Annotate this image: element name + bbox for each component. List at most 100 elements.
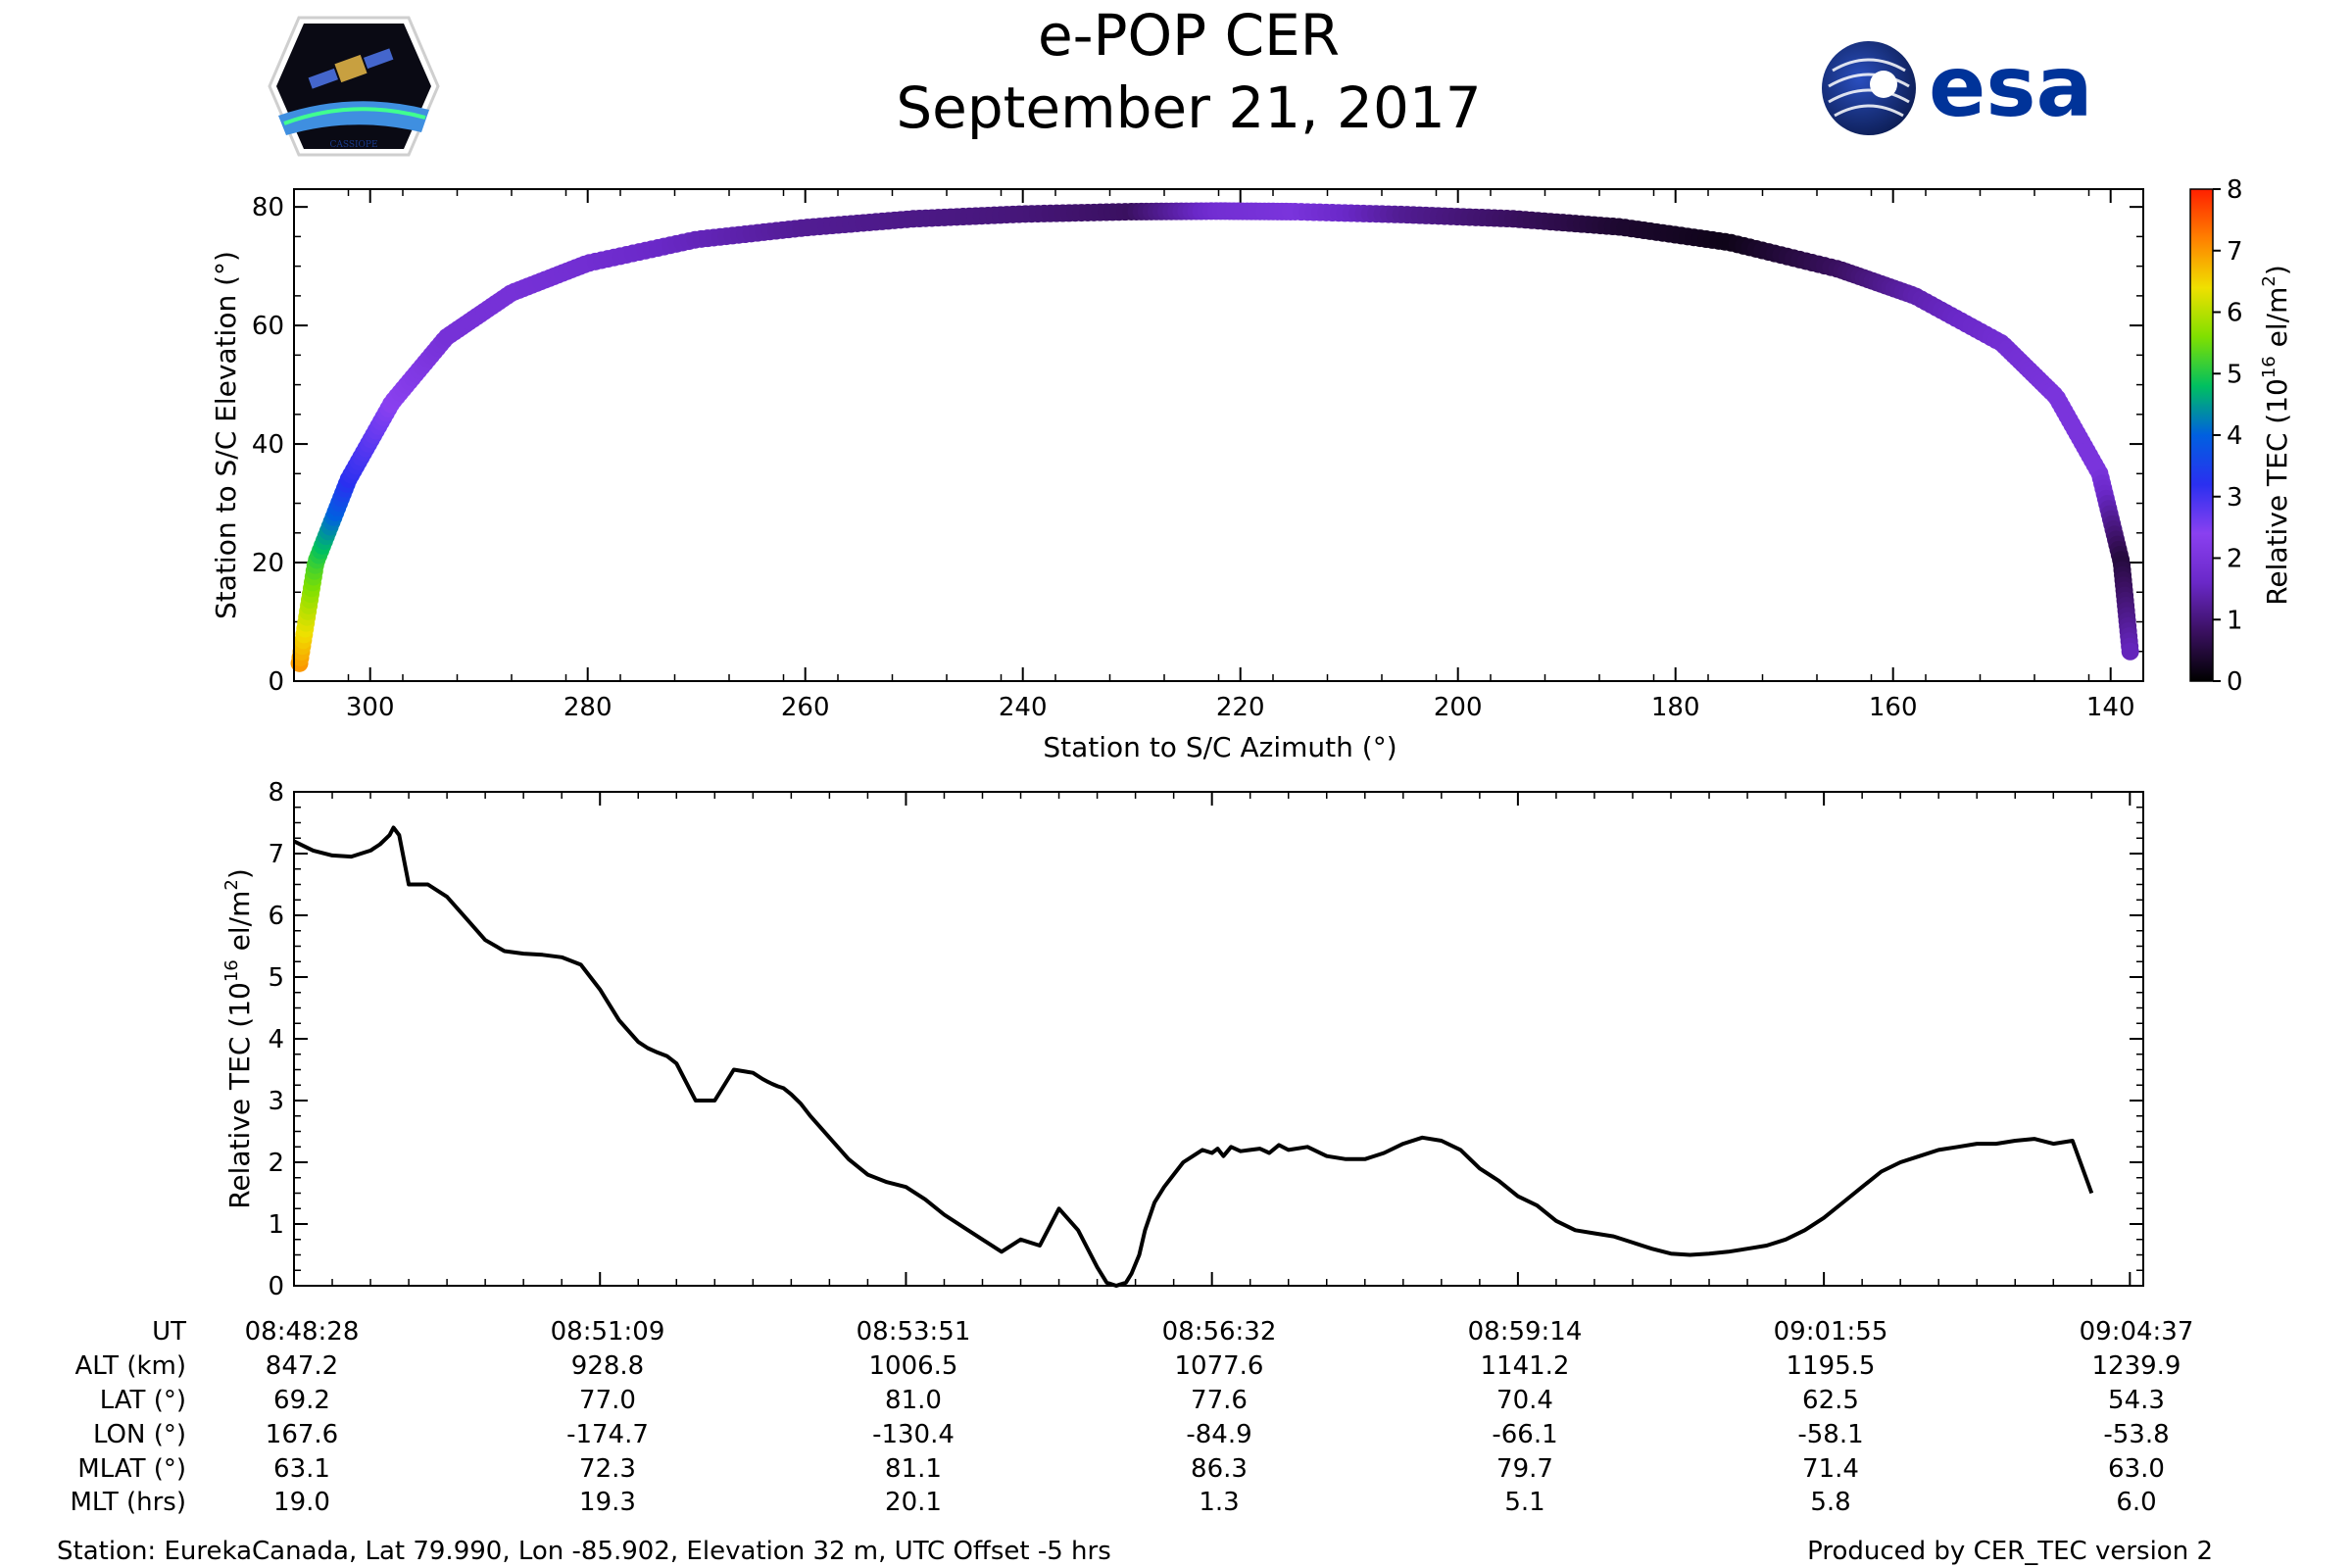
colorbar-tick-label: 6 — [2227, 299, 2243, 328]
table-cell: 19.3 — [579, 1488, 636, 1517]
table-cell: 86.3 — [1191, 1454, 1248, 1484]
top-panel: 300 280 260 240 220 200 180 160 140 0 20 40 60 80 St… — [210, 188, 2144, 763]
table-cell: 54.3 — [2108, 1386, 2165, 1415]
table-row-label: MLAT (°) — [77, 1454, 186, 1484]
table-cell: 77.0 — [579, 1386, 636, 1415]
bottom-y-tick-label: 5 — [268, 963, 284, 993]
top-y-tick-labels: 0 20 40 60 80 — [252, 193, 284, 697]
table-cell: 20.1 — [885, 1488, 942, 1517]
top-x-tick-label: 180 — [1651, 693, 1700, 722]
table-cell: 81.0 — [885, 1386, 942, 1415]
bottom-panel: 0 1 2 3 4 5 6 7 8 Relative TEC (1016 el/m2) — [221, 778, 2144, 1301]
colorbar-tick-label: 0 — [2227, 667, 2243, 697]
table-cell: 08:56:32 — [1162, 1317, 1277, 1347]
table-cell: 08:53:51 — [857, 1317, 971, 1347]
table-cell: 72.3 — [579, 1454, 636, 1484]
top-x-tick-label: 300 — [346, 693, 395, 722]
table-row-label: MLT (hrs) — [71, 1488, 187, 1517]
bottom-y-tick-label: 0 — [268, 1272, 284, 1301]
table-cell: 62.5 — [1802, 1386, 1859, 1415]
table-row-label: ALT (km) — [74, 1351, 186, 1381]
table-cell: 71.4 — [1802, 1454, 1859, 1484]
table-cell: 1141.2 — [1481, 1351, 1570, 1381]
top-x-tick-label: 220 — [1216, 693, 1265, 722]
colorbar-tick-label: 8 — [2227, 175, 2243, 205]
table-cell: 08:51:09 — [551, 1317, 665, 1347]
table-cell: 1.3 — [1199, 1488, 1239, 1517]
colorbar-fill — [2189, 188, 2214, 682]
top-x-tick-label: 280 — [564, 693, 612, 722]
bottom-y-tick-label: 6 — [268, 902, 284, 931]
top-x-tick-label: 200 — [1434, 693, 1483, 722]
table-cell: 1239.9 — [2092, 1351, 2181, 1381]
table-cell: 5.1 — [1504, 1488, 1544, 1517]
table-cell: 69.2 — [273, 1386, 330, 1415]
colorbar-tick-label: 4 — [2227, 421, 2243, 451]
colorbar-tick-label: 5 — [2227, 360, 2243, 389]
colorbar-ticks: 0 1 2 3 4 5 6 7 8 — [2213, 175, 2243, 697]
table-cell: 79.7 — [1496, 1454, 1553, 1484]
bottom-y-tick-label: 7 — [268, 840, 284, 869]
table-cell: -53.8 — [2103, 1420, 2169, 1449]
top-y-axis-label: Station to S/C Elevation (°) — [210, 251, 242, 619]
table-cell: 167.6 — [266, 1420, 338, 1449]
cassiope-logo-text: CASSIOPE — [329, 140, 377, 150]
table-cell: 63.1 — [273, 1454, 330, 1484]
table-cell: 928.8 — [571, 1351, 644, 1381]
bottom-ticks — [293, 791, 2143, 1287]
station-info: Station: EurekaCanada, Lat 79.990, Lon -… — [57, 1537, 1111, 1566]
page-title: e-POP CER — [1038, 2, 1340, 69]
bottom-y-tick-label: 8 — [268, 778, 284, 808]
top-x-tick-label: 260 — [781, 693, 830, 722]
top-track — [290, 202, 2139, 672]
top-y-tick-label: 0 — [268, 667, 284, 697]
cassiope-logo: CASSIOPE — [268, 16, 440, 157]
top-x-axis-label: Station to S/C Azimuth (°) — [1043, 731, 1396, 763]
table-cell: -174.7 — [566, 1420, 649, 1449]
table-cell: 08:59:14 — [1468, 1317, 1583, 1347]
colorbar-tick-label: 1 — [2227, 606, 2243, 635]
colorbar-tick-label: 7 — [2227, 237, 2243, 267]
top-y-tick-label: 40 — [252, 430, 284, 460]
bottom-y-tick-label: 2 — [268, 1149, 284, 1178]
table-row-label: LAT (°) — [100, 1386, 186, 1415]
table-cell: 5.8 — [1810, 1488, 1850, 1517]
table-cell: 09:01:55 — [1774, 1317, 1888, 1347]
tec-line — [293, 825, 2094, 1288]
bottom-y-tick-label: 4 — [268, 1025, 284, 1054]
top-y-tick-label: 60 — [252, 312, 284, 341]
colorbar-tick-label: 3 — [2227, 483, 2243, 513]
page-date: September 21, 2017 — [896, 74, 1481, 141]
table-cell: -58.1 — [1797, 1420, 1863, 1449]
esa-logo: esa — [1822, 38, 2093, 136]
table-cell: 09:04:37 — [2080, 1317, 2194, 1347]
table-cell: 77.6 — [1191, 1386, 1248, 1415]
table-cell: 19.0 — [273, 1488, 330, 1517]
table-row-label: LON (°) — [93, 1420, 186, 1449]
top-plot-frame — [293, 188, 2144, 682]
esa-logo-text: esa — [1929, 38, 2093, 136]
bottom-y-axis-label: Relative TEC (1016 el/m2) — [221, 868, 256, 1209]
table-cell: 1006.5 — [869, 1351, 958, 1381]
top-x-tick-label: 240 — [999, 693, 1048, 722]
table-cell: -66.1 — [1492, 1420, 1557, 1449]
table-cell: 08:48:28 — [245, 1317, 360, 1347]
bottom-plot-frame — [293, 791, 2144, 1287]
top-grid-ticks — [293, 189, 2144, 682]
table-cell: 1077.6 — [1175, 1351, 1264, 1381]
bottom-y-tick-label: 3 — [268, 1087, 284, 1116]
track-point — [2121, 642, 2139, 661]
colorbar-tick-label: 2 — [2227, 545, 2243, 574]
table-cell: 81.1 — [885, 1454, 942, 1484]
colorbar-label: Relative TEC (1016 el/m2) — [2259, 265, 2293, 606]
table-cell: 63.0 — [2108, 1454, 2165, 1484]
top-x-tick-label: 160 — [1869, 693, 1918, 722]
table-cell: -84.9 — [1186, 1420, 1251, 1449]
table-cell: 70.4 — [1496, 1386, 1553, 1415]
colorbar: 0 1 2 3 4 5 6 7 8 Relative TEC (1016 el/m2) — [2189, 175, 2293, 697]
top-x-tick-label: 140 — [2086, 693, 2135, 722]
top-y-tick-label: 20 — [252, 549, 284, 578]
produced-by: Produced by CER_TEC version 2 — [1807, 1537, 2213, 1566]
bottom-y-tick-labels: 0 1 2 3 4 5 6 7 8 — [268, 778, 284, 1301]
